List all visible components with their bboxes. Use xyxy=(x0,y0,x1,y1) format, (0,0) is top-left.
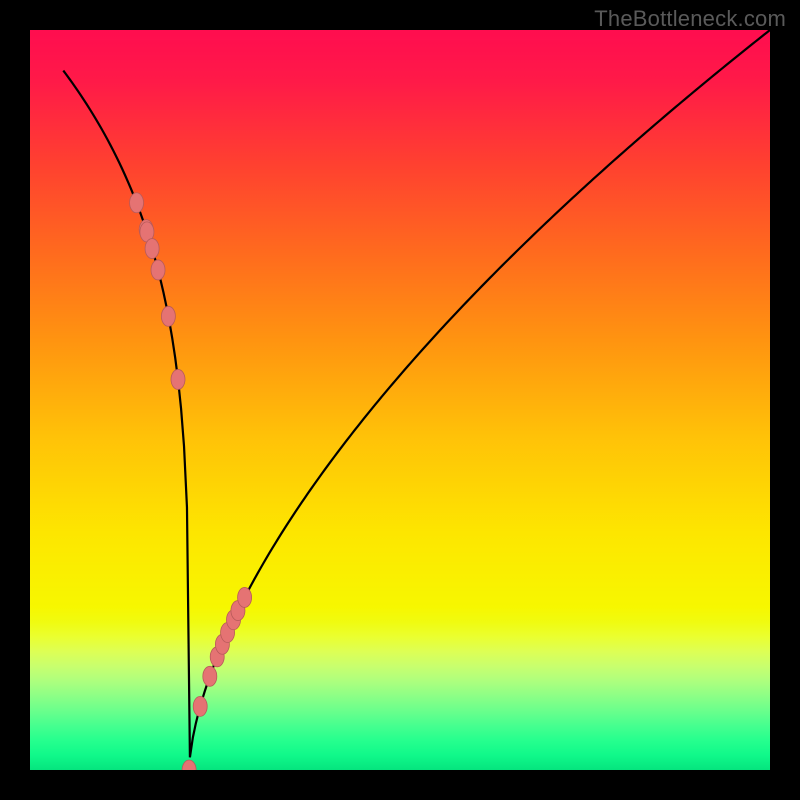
chart-container: { "watermark": { "text": "TheBottleneck.… xyxy=(0,0,800,800)
curve-marker xyxy=(161,306,175,326)
curve-marker xyxy=(182,760,196,770)
curve-markers xyxy=(130,193,252,770)
curve-marker xyxy=(203,666,217,686)
curve-marker xyxy=(193,696,207,716)
plot-area xyxy=(30,30,770,770)
curve-marker xyxy=(151,260,165,280)
curve-marker xyxy=(145,239,159,259)
curve-layer xyxy=(30,30,770,770)
curve-marker xyxy=(171,369,185,389)
watermark-text: TheBottleneck.com xyxy=(594,6,786,32)
curve-marker xyxy=(130,193,144,213)
curve-marker xyxy=(238,587,252,607)
bottleneck-curve xyxy=(63,30,770,757)
